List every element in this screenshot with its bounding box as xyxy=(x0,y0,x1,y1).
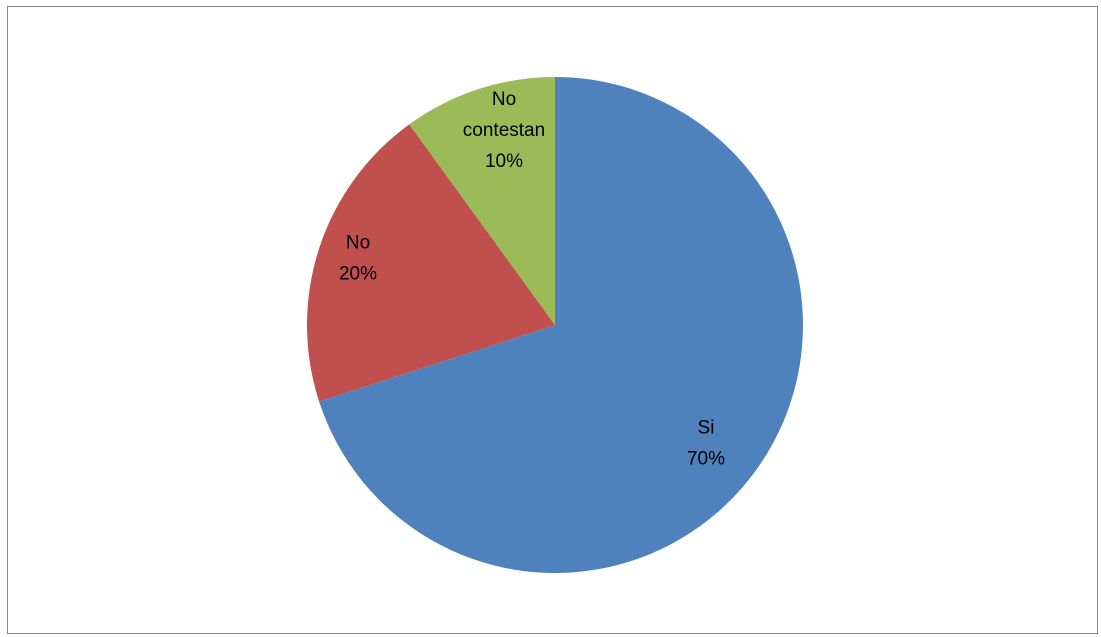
pie-label-category: contestan xyxy=(463,120,545,141)
pie-label-si: Si 70% xyxy=(687,418,725,470)
pie-label-category: No xyxy=(346,233,370,254)
chart-area: Si 70% No 20% No contestan 10% xyxy=(7,6,1098,634)
pie-label-percent: 70% xyxy=(687,449,725,470)
pie-label-category: No xyxy=(492,89,516,110)
pie-labels: Si 70% No 20% No contestan 10% xyxy=(339,89,725,470)
pie-slice-no xyxy=(306,124,555,402)
pie-chart: Si 70% No 20% No contestan 10% xyxy=(306,77,803,573)
pie-label-percent: 20% xyxy=(339,264,377,285)
pie-label-percent: 10% xyxy=(485,151,523,172)
pie-slice-no-contestan xyxy=(409,77,555,325)
pie-slice-si xyxy=(319,77,803,573)
pie-label-category: Si xyxy=(698,418,715,439)
pie-slices xyxy=(306,77,803,573)
pie-label-no: No 20% xyxy=(339,233,377,285)
pie-label-no-contestan: No contestan 10% xyxy=(463,89,545,172)
